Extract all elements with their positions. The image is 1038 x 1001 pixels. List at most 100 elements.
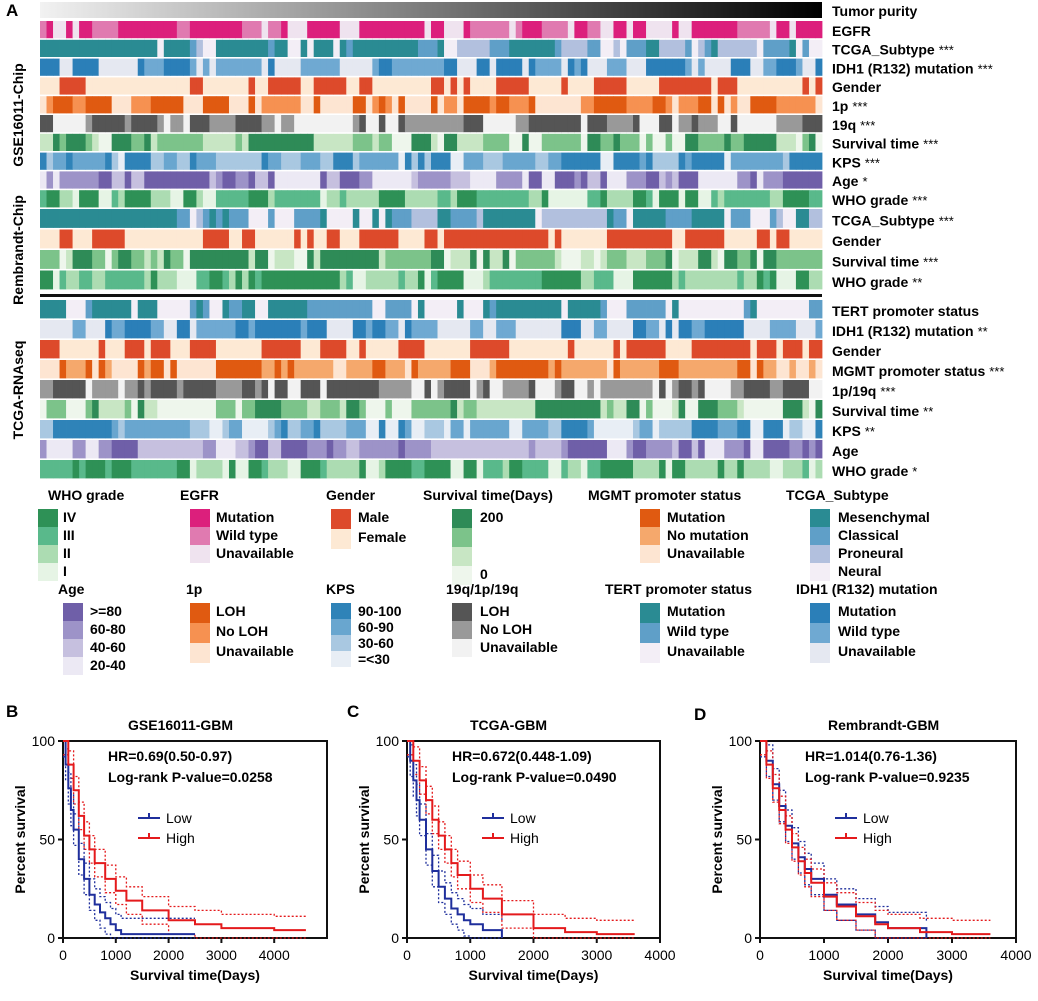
heatmap-cell bbox=[795, 270, 803, 290]
heatmap-cell bbox=[333, 360, 341, 379]
heatmap-row bbox=[40, 320, 823, 339]
heatmap-cell bbox=[137, 360, 145, 379]
heatmap-cell bbox=[274, 190, 282, 208]
heatmap-cell bbox=[444, 229, 451, 249]
heatmap-cell bbox=[365, 300, 373, 319]
heatmap-cell bbox=[776, 133, 784, 151]
heatmap-cell bbox=[242, 171, 249, 189]
heatmap-cell bbox=[750, 21, 758, 39]
heatmap-cell bbox=[646, 190, 653, 208]
heatmap-cell bbox=[378, 152, 386, 170]
heatmap-cell bbox=[730, 340, 738, 359]
legend-label: Low bbox=[863, 810, 890, 826]
heatmap-cell bbox=[53, 115, 60, 133]
heatmap-cell bbox=[704, 190, 712, 208]
heatmap-cell bbox=[711, 320, 719, 339]
heatmap-cell bbox=[124, 340, 132, 359]
heatmap-cell bbox=[40, 460, 47, 479]
heatmap-cell bbox=[444, 58, 451, 76]
heatmap-cell bbox=[287, 171, 295, 189]
heatmap-cell bbox=[515, 115, 523, 133]
heatmap-cell bbox=[281, 209, 289, 228]
heatmap-cell bbox=[411, 380, 419, 399]
heatmap-cell bbox=[281, 115, 289, 133]
heatmap-cell bbox=[66, 360, 73, 379]
heatmap-cell bbox=[248, 77, 256, 95]
heatmap-cell bbox=[391, 152, 399, 170]
heatmap-cell bbox=[281, 360, 289, 379]
heatmap-cell bbox=[724, 320, 732, 339]
heatmap-cell bbox=[170, 340, 178, 359]
heatmap-cell bbox=[450, 250, 458, 269]
heatmap-cell bbox=[398, 152, 406, 170]
heatmap-cell bbox=[659, 58, 666, 76]
legend-item: No LOH bbox=[480, 621, 532, 637]
heatmap-cell bbox=[235, 340, 243, 359]
heatmap-cell bbox=[522, 152, 530, 170]
heatmap-cell bbox=[313, 460, 321, 479]
heatmap-cell bbox=[352, 115, 360, 133]
heatmap-cell bbox=[398, 77, 406, 95]
heatmap-cell bbox=[802, 360, 810, 379]
x-axis-label: Survival time(Days) bbox=[130, 967, 260, 983]
heatmap-cell bbox=[548, 190, 556, 208]
heatmap-cell bbox=[626, 320, 634, 339]
heatmap-cell bbox=[587, 229, 595, 249]
heatmap-cell bbox=[522, 229, 530, 249]
heatmap-cell bbox=[776, 21, 784, 39]
heatmap-cell bbox=[202, 250, 210, 269]
legend-item: IV bbox=[63, 509, 77, 525]
heatmap-cell bbox=[704, 300, 712, 319]
heatmap-cell bbox=[300, 270, 308, 290]
heatmap-cell bbox=[593, 440, 601, 459]
heatmap-cell bbox=[202, 39, 210, 57]
heatmap-cell bbox=[541, 96, 549, 114]
heatmap-cell bbox=[444, 209, 451, 228]
heatmap-cell bbox=[639, 133, 647, 151]
heatmap-cell bbox=[404, 440, 412, 459]
heatmap-cell bbox=[248, 229, 256, 249]
heatmap-cell bbox=[646, 152, 653, 170]
heatmap-cell bbox=[444, 77, 451, 95]
heatmap-cell bbox=[137, 440, 145, 459]
heatmap-cell bbox=[92, 39, 100, 57]
heatmap-cell bbox=[40, 115, 47, 133]
heatmap-cell bbox=[46, 320, 54, 339]
heatmap-cell bbox=[98, 115, 106, 133]
heatmap-cell bbox=[72, 380, 80, 399]
heatmap-cell bbox=[209, 380, 217, 399]
heatmap-cell bbox=[567, 420, 575, 439]
heatmap-cell bbox=[404, 190, 412, 208]
heatmap-cell bbox=[255, 152, 262, 170]
heatmap-cell bbox=[183, 39, 191, 57]
heatmap-cell bbox=[411, 460, 419, 479]
heatmap-cell bbox=[346, 360, 354, 379]
heatmap-cell bbox=[502, 360, 510, 379]
heatmap-cell bbox=[261, 270, 269, 290]
heatmap-cell bbox=[300, 39, 308, 57]
heatmap-cell bbox=[789, 360, 797, 379]
heatmap-cell bbox=[59, 77, 67, 95]
heatmap-cell bbox=[320, 96, 328, 114]
heatmap-cell bbox=[294, 250, 302, 269]
heatmap-cell bbox=[150, 152, 158, 170]
heatmap-cell bbox=[46, 340, 54, 359]
heatmap-cell bbox=[593, 460, 601, 479]
heatmap-cell bbox=[431, 39, 438, 57]
heatmap-cell bbox=[189, 270, 197, 290]
heatmap-cell bbox=[372, 209, 380, 228]
heatmap-cell bbox=[808, 21, 816, 39]
heatmap-cell bbox=[704, 229, 712, 249]
heatmap-cell bbox=[163, 380, 171, 399]
heatmap-cell bbox=[782, 171, 790, 189]
heatmap-cell bbox=[196, 460, 204, 479]
heatmap-cell bbox=[724, 209, 732, 228]
legend-item: LOH bbox=[480, 603, 510, 619]
heatmap-cell bbox=[261, 320, 269, 339]
heatmap-cell bbox=[470, 171, 478, 189]
heatmap-cell bbox=[743, 77, 751, 95]
heatmap-cell bbox=[704, 39, 712, 57]
heatmap-cell bbox=[509, 340, 517, 359]
heatmap-cell bbox=[46, 115, 54, 133]
ci-lower-line bbox=[63, 754, 306, 939]
